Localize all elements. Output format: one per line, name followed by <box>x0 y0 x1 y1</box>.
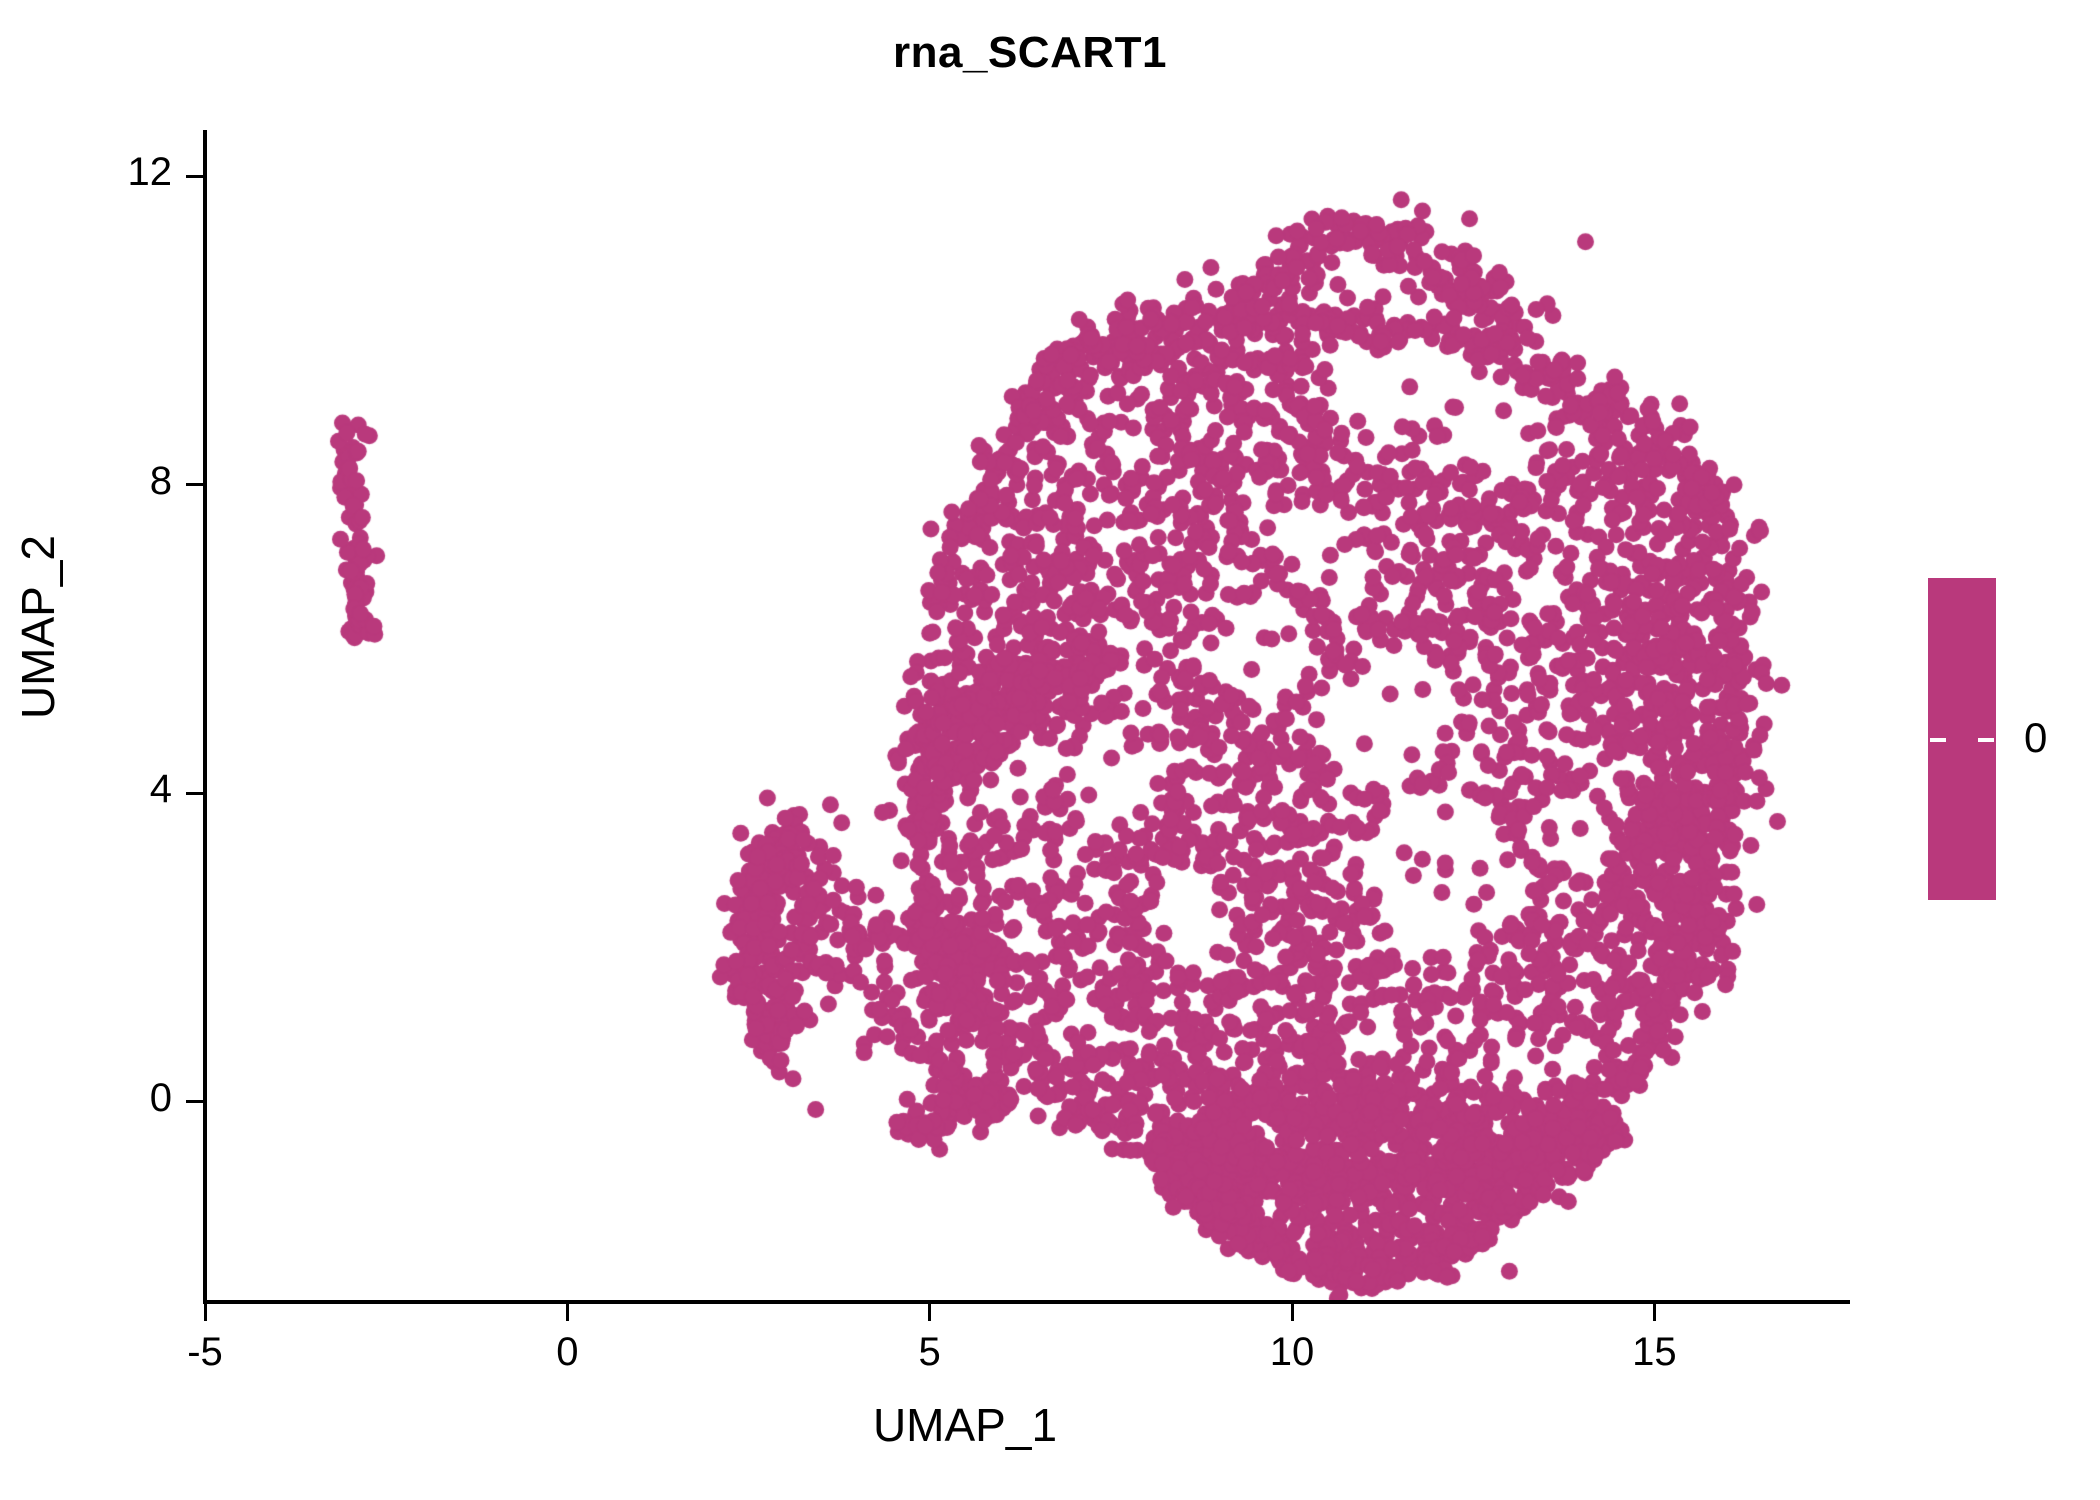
y-tick-label: 4 <box>149 767 172 812</box>
x-tick-mark <box>565 1304 569 1321</box>
x-tick-mark <box>203 1304 207 1321</box>
y-tick-label: 8 <box>149 458 172 503</box>
x-tick-label: 10 <box>1269 1330 1315 1374</box>
chart-title: rna_SCART1 <box>893 28 1167 77</box>
legend-tick-label: 0 <box>2024 714 2048 761</box>
x-tick-mark <box>1290 1304 1294 1321</box>
y-tick-label: 0 <box>149 1075 172 1120</box>
x-tick-label: 5 <box>918 1330 941 1374</box>
x-tick-label: 0 <box>556 1330 579 1374</box>
x-axis-line <box>205 1300 1850 1304</box>
y-axis-title: UMAP_2 <box>12 534 64 720</box>
y-tick-label: 12 <box>127 150 173 195</box>
legend-tick-right-icon <box>1978 738 1994 742</box>
y-tick-mark <box>186 483 203 487</box>
x-axis-title: UMAP_1 <box>872 1399 1058 1451</box>
scatter-plot-canvas <box>205 130 1850 1302</box>
x-tick-mark <box>1652 1304 1656 1321</box>
plot-panel <box>205 130 1850 1302</box>
y-tick-mark <box>186 1100 203 1104</box>
y-tick-mark <box>186 174 203 178</box>
y-tick-mark <box>186 791 203 795</box>
x-tick-label: 15 <box>1632 1330 1677 1374</box>
legend-tick-left-icon <box>1930 738 1946 742</box>
x-tick-label: -5 <box>187 1330 223 1374</box>
x-tick-mark <box>928 1304 932 1321</box>
y-axis-line <box>203 130 207 1304</box>
